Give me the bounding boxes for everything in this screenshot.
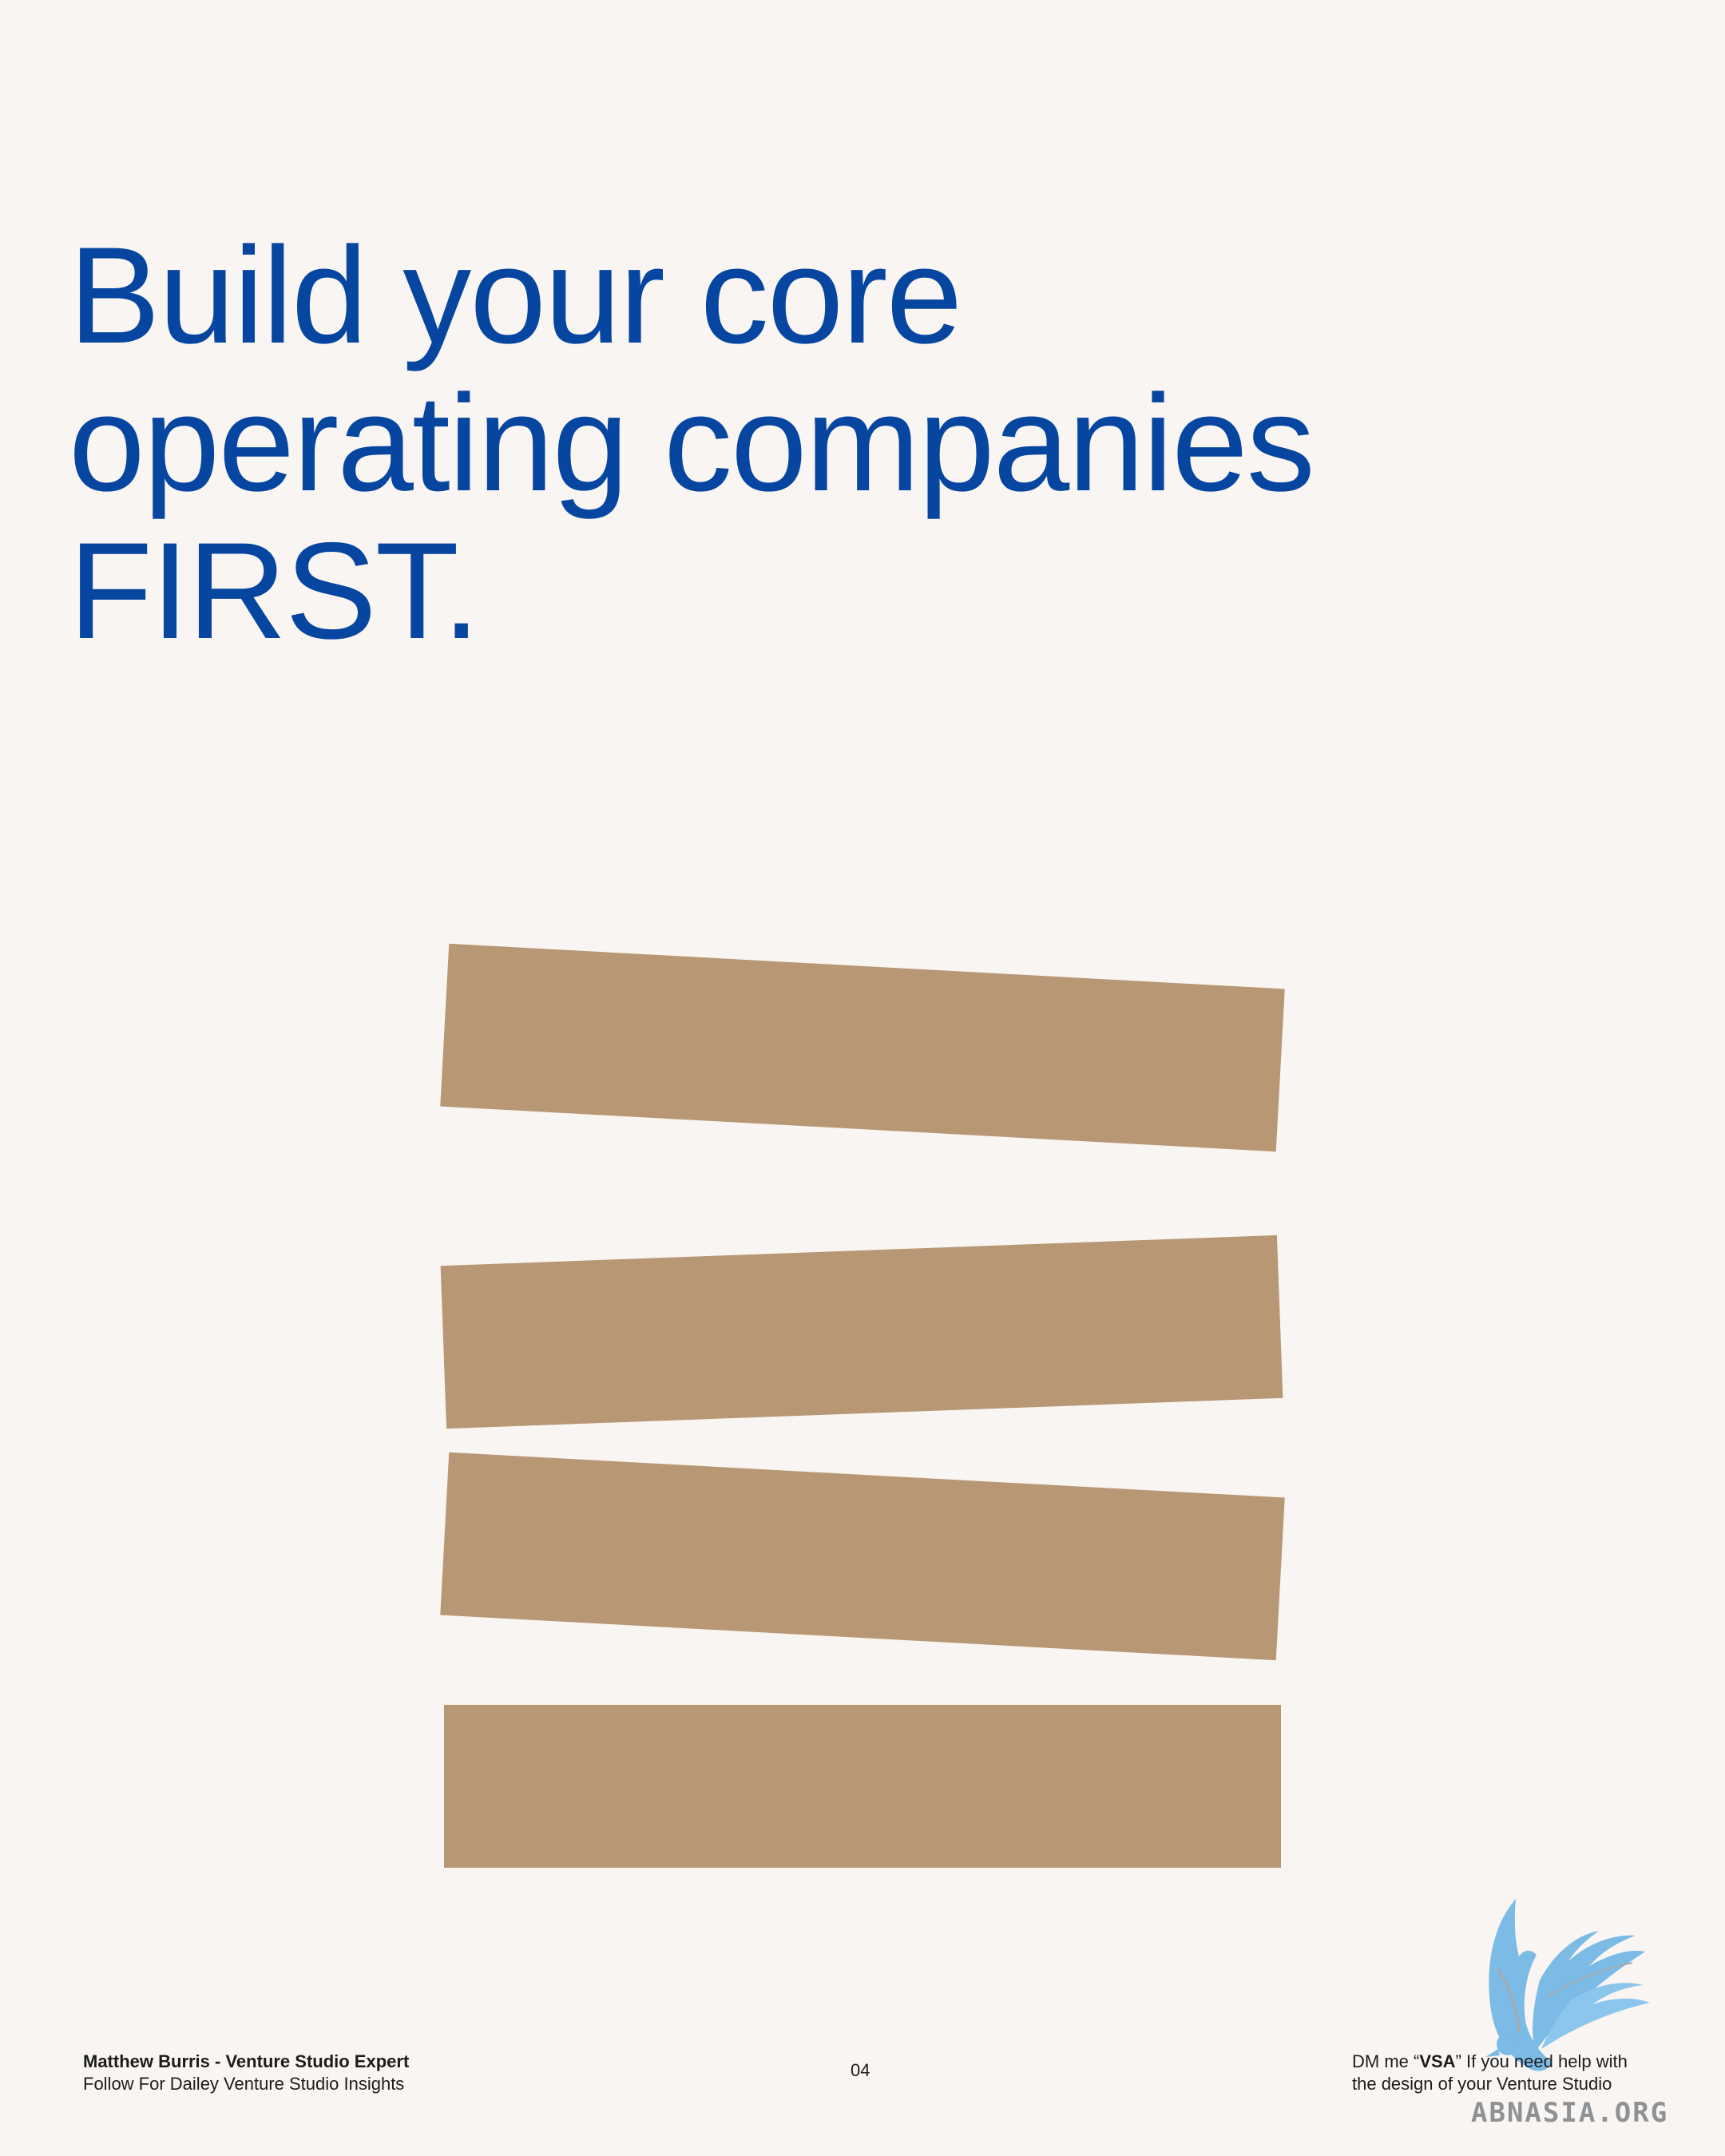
- stack-block-4: [444, 1705, 1281, 1868]
- cta-suffix: ” If you need help with: [1455, 2051, 1628, 2071]
- author-credit: Matthew Burris - Venture Studio Expert F…: [83, 2051, 409, 2095]
- headline-line-1: Build your core: [69, 219, 962, 372]
- cta-keyword: VSA: [1419, 2051, 1456, 2071]
- cta-line-1: DM me “VSA” If you need help with: [1352, 2051, 1656, 2073]
- headline-line-3: FIRST.: [69, 514, 481, 668]
- author-tagline: Follow For Dailey Venture Studio Insight…: [83, 2074, 405, 2094]
- author-name: Matthew Burris - Venture Studio Expert: [83, 2051, 410, 2071]
- cta-line-2: the design of your Venture Studio: [1352, 2074, 1612, 2094]
- cta-prefix: DM me “: [1352, 2051, 1420, 2071]
- bird-logo-icon: [1485, 1899, 1650, 2071]
- stack-block-1: [440, 943, 1285, 1152]
- page-number: 04: [851, 2060, 870, 2080]
- dm-call-to-action: DM me “VSA” If you need help with the de…: [1352, 2051, 1656, 2095]
- watermark: ABNASIA.ORG: [1471, 2097, 1669, 2129]
- stack-block-3: [440, 1452, 1285, 1661]
- stack-block-2: [440, 1235, 1283, 1429]
- headline: Build your core operating companies FIRS…: [69, 222, 1586, 665]
- headline-line-2: operating companies: [69, 367, 1315, 520]
